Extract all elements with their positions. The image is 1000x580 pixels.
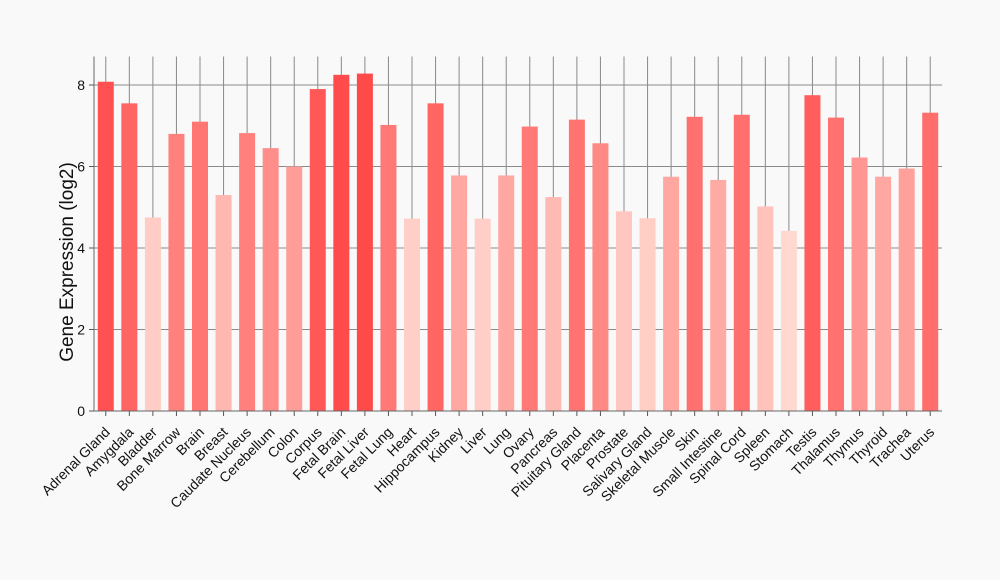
bar-amygdala [121,103,138,412]
bar-bladder [144,217,161,411]
bar-thymus [851,157,868,411]
y-tick-label: 4 [77,240,85,256]
bar-testis [804,95,821,411]
bars [97,73,939,412]
bar-small-intestine [710,179,727,411]
bar-prostate [616,211,632,411]
bar-fetal-brain [333,74,350,411]
bar-ovary [521,126,538,411]
y-tick-labels: 0 2 4 6 8 [77,77,85,419]
bar-thyroid [875,176,892,411]
bar-bone-marrow [168,133,185,411]
bar-colon [286,166,303,411]
bar-cerebellum [262,148,279,411]
bar-stomach [780,230,797,411]
bar-brain [192,121,208,412]
y-tick-label: 0 [77,403,85,419]
bar-thalamus [828,117,844,411]
bar-hippocampus [427,103,444,412]
bar-caudate-nucleus [239,133,256,411]
bar-uterus [922,112,939,412]
bar-pituitary-gland [568,119,585,411]
bar-lung [498,175,515,411]
bar-breast [215,195,232,411]
bar-fetal-liver [356,73,373,411]
bar-kidney [451,175,468,411]
y-tick-label: 8 [77,77,85,93]
bar-corpus [309,89,326,411]
bar-spleen [757,206,774,411]
bar-heart [404,218,420,411]
bar-adrenal-gland [97,81,114,412]
bar-skeletal-muscle [663,176,680,411]
y-tick-label: 6 [77,159,85,175]
y-tick-label: 2 [77,322,85,338]
bar-fetal-lung [380,124,397,411]
axes [89,56,942,416]
bar-salivary-gland [639,218,656,411]
bar-skin [686,116,703,411]
bar-pancreas [545,197,562,411]
bar-liver [474,218,491,411]
bar-spinal-cord [733,114,750,411]
y-axis-label: Gene Expression (log2) [57,162,78,362]
bar-trachea [898,168,915,411]
bar-placenta [592,143,609,411]
